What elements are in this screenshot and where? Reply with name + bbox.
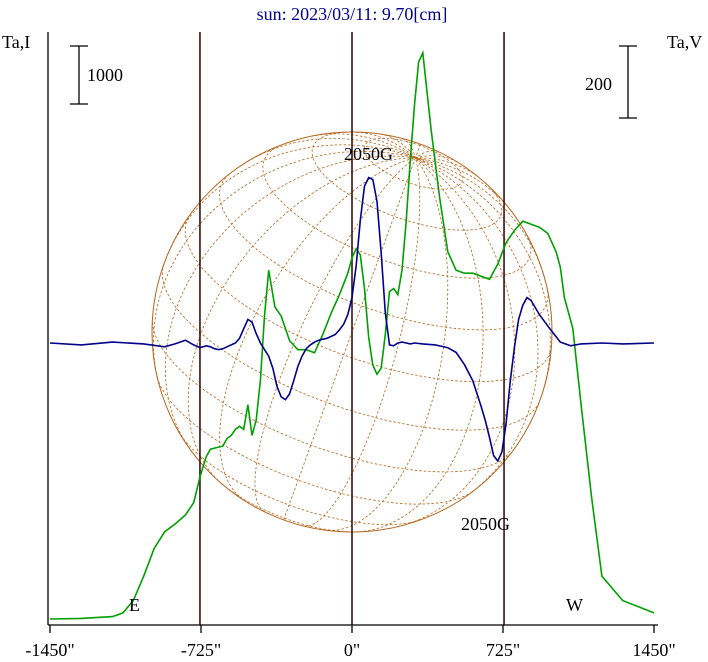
x-tick-label-3: 725" (486, 640, 520, 660)
x-tick-label-0: -1450" (25, 640, 74, 660)
longitude-line (415, 157, 539, 493)
latitude-line (184, 213, 552, 383)
longitude-line (415, 155, 458, 163)
longitude-line (356, 131, 416, 159)
longitude-line (415, 157, 478, 177)
left-scale-label: 1000 (87, 65, 123, 85)
latitude-line (152, 322, 512, 473)
right-scale-bar (619, 45, 637, 119)
latitude-line (156, 377, 473, 505)
annotation-trough-field: 2050G (461, 514, 510, 534)
right-axis-label: Ta,V (667, 32, 702, 52)
x-axis-ticks: -1450" -725" 0" 725" 1450" (25, 625, 676, 660)
longitude-line (283, 157, 416, 520)
longitude-line (254, 157, 416, 512)
latitude-line (162, 263, 541, 431)
longitude-line (415, 157, 507, 206)
longitude-line (396, 157, 516, 528)
longitude-line (354, 157, 484, 533)
series-polarization-line (49, 176, 655, 463)
x-tick-label-1: -725" (181, 640, 221, 660)
longitude-line (328, 157, 449, 531)
latitude-line (219, 174, 549, 331)
longitude-line (415, 157, 545, 278)
series-intensity-line (49, 49, 655, 620)
latitude-line (262, 145, 532, 279)
longitude-line (165, 155, 416, 453)
left-scale-bar (70, 45, 88, 105)
longitude-line (152, 150, 416, 378)
longitude-line (303, 157, 421, 527)
west-label: W (566, 595, 583, 615)
longitude-line (415, 150, 438, 159)
latitude-line (221, 483, 355, 533)
longitude-line (187, 157, 416, 484)
solar-disk-grid (151, 131, 553, 533)
longitude-line (219, 157, 416, 500)
left-axis-label: Ta,I (2, 32, 30, 52)
longitude-line (415, 157, 551, 401)
longitude-line (415, 143, 421, 158)
right-scale-label: 200 (585, 74, 612, 94)
longitude-line (315, 133, 416, 159)
longitude-line (402, 138, 416, 158)
x-tick-label-2: 0" (344, 640, 360, 660)
annotation-peak-field: 2050G (344, 144, 393, 164)
x-tick-label-4: 1450" (632, 640, 675, 660)
limb-lines (199, 32, 505, 625)
chart-title: sun: 2023/03/11: 9.70[cm] (257, 4, 448, 24)
longitude-line (380, 133, 416, 158)
east-label: E (129, 595, 140, 615)
